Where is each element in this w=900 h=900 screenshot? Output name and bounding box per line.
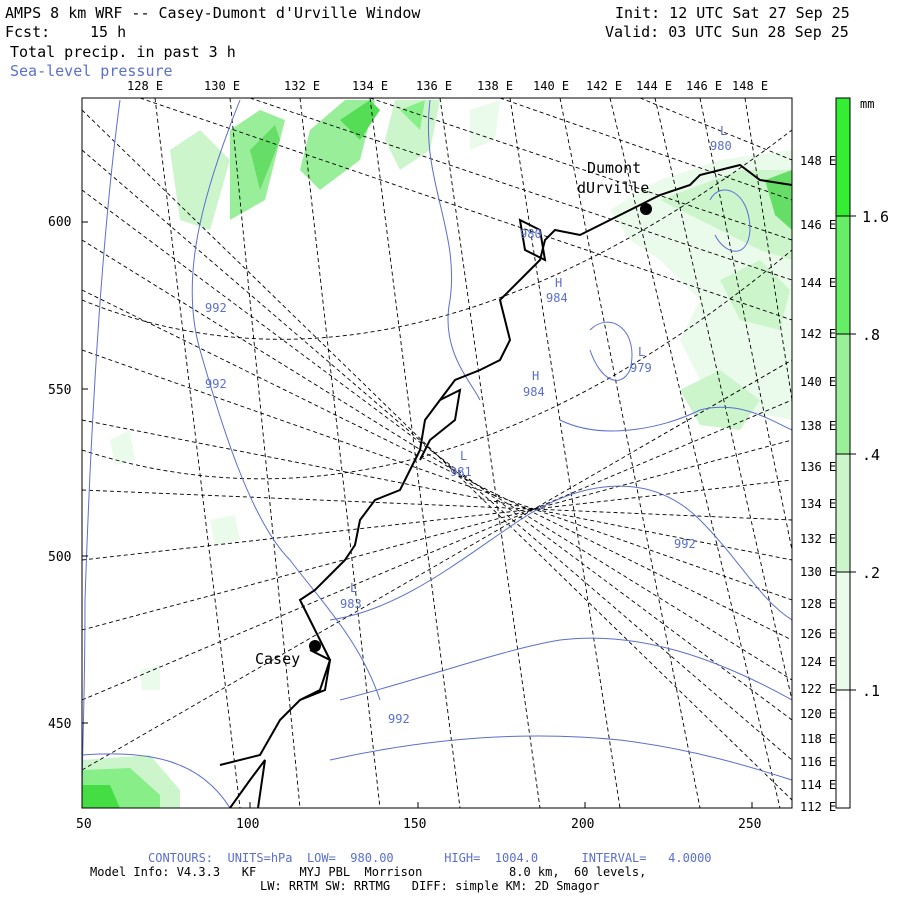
lon-label: 148 E — [732, 79, 768, 93]
casey-station-marker — [309, 640, 321, 652]
field-label: Total precip. in past 3 h — [10, 43, 236, 61]
pressure-value: 983 — [340, 597, 362, 611]
pressure-value: 992 — [674, 537, 696, 551]
contour-info: CONTOURS: UNITS=hPa LOW= 980.00 HIGH= 10… — [148, 851, 712, 865]
x-tick-label: 50 — [76, 817, 92, 832]
lon-label: 134 E — [352, 79, 388, 93]
lon-label: 128 E — [127, 79, 163, 93]
dumont-label-line2: dUrville — [577, 179, 649, 197]
y-tick-label: 550 — [48, 383, 71, 398]
x-tick-label: 250 — [738, 817, 761, 832]
x-axis-ticks — [249, 802, 753, 808]
y-tick-label: 500 — [48, 550, 71, 565]
lon-label: 130 E — [204, 79, 240, 93]
lon-label: 142 E — [586, 79, 622, 93]
colorbar-label: .8 — [862, 326, 880, 344]
pressure-value: 992 — [205, 377, 227, 391]
model-info: Model Info: V4.3.3 KF MYJ PBL Morrison 8… — [90, 865, 647, 879]
lon-label: 136 E — [416, 79, 452, 93]
precip-colorbar: mm 1.6 .8 .4 .2 .1 — [835, 97, 889, 809]
pressure-value: 992 — [388, 712, 410, 726]
lon-label: 144 E — [800, 276, 836, 290]
y-axis-ticks — [82, 221, 88, 724]
lon-label: 132 E — [800, 532, 836, 546]
colorbar-swatch — [836, 454, 850, 572]
pressure-value: 979 — [630, 361, 652, 375]
latlon-grid — [82, 98, 792, 808]
slp-contours — [82, 99, 792, 808]
pressure-kind: H — [532, 369, 539, 383]
lon-label: 138 E — [800, 419, 836, 433]
lon-label: 118 E — [800, 732, 836, 746]
pressure-kind: L — [720, 124, 727, 138]
forecast-label: Fcst: — [5, 23, 51, 41]
casey-label: Casey — [255, 650, 300, 668]
colorbar-swatch — [836, 216, 850, 334]
y-tick-label: 600 — [48, 215, 71, 230]
y-tick-label: 450 — [48, 717, 71, 732]
colorbar-label: .1 — [862, 682, 880, 700]
map-title: AMPS 8 km WRF -- Casey-Dumont d'Urville … — [5, 4, 421, 22]
lon-label: 144 E — [636, 79, 672, 93]
colorbar-label: .4 — [862, 446, 880, 464]
lon-label: 112 E — [800, 800, 836, 814]
pressure-kind: H — [555, 276, 562, 290]
forecast-hour: 15 h — [90, 23, 127, 41]
pressure-value: 981 — [450, 465, 472, 479]
colorbar-label: 1.6 — [862, 208, 889, 226]
lon-label: 136 E — [800, 460, 836, 474]
pressure-value: 984 — [546, 291, 568, 305]
lon-label: 126 E — [800, 627, 836, 641]
lon-label: 134 E — [800, 497, 836, 511]
pressure-value: 984 — [523, 385, 545, 399]
colorbar-swatch — [836, 334, 850, 454]
lon-label: 122 E — [800, 682, 836, 696]
top-longitude-labels: 128 E 130 E 132 E 134 E 136 E 138 E 140 … — [127, 79, 768, 93]
colorbar-swatch — [836, 572, 850, 690]
x-tick-label: 200 — [571, 817, 594, 832]
lon-label: 124 E — [800, 655, 836, 669]
lon-label: 146 E — [686, 79, 722, 93]
pressure-kind: L — [460, 449, 467, 463]
colorbar-unit: mm — [860, 97, 874, 111]
pressure-kind: L — [638, 345, 645, 359]
colorbar-swatch — [836, 690, 850, 808]
lon-label: 138 E — [477, 79, 513, 93]
pressure-labels: L 980 980 H 984 H 984 L 979 L 981 L 983 … — [205, 124, 732, 726]
pressure-value: 980 — [520, 227, 542, 241]
pressure-value: 992 — [205, 301, 227, 315]
lon-label: 116 E — [800, 755, 836, 769]
precip-field — [82, 100, 792, 808]
lon-label: 120 E — [800, 707, 836, 721]
dumont-label-line1: Dumont — [587, 159, 641, 177]
lon-label: 130 E — [800, 565, 836, 579]
coastline — [219, 163, 792, 808]
lon-label: 140 E — [800, 375, 836, 389]
lon-label: 114 E — [800, 778, 836, 792]
x-tick-label: 150 — [403, 817, 426, 832]
plot-frame — [81, 97, 793, 809]
pressure-value: 980 — [710, 139, 732, 153]
pressure-kind: L — [350, 581, 357, 595]
x-tick-label: 100 — [236, 817, 259, 832]
colorbar-swatch — [836, 98, 850, 216]
lon-label: 140 E — [533, 79, 569, 93]
y-axis-labels: 600 550 500 450 — [48, 215, 71, 732]
x-axis-labels: 50 100 150 200 250 — [76, 817, 761, 832]
right-longitude-labels: 148 E 146 E 144 E 142 E 140 E 138 E 136 … — [800, 154, 836, 814]
physics-info: LW: RRTM SW: RRTMG DIFF: simple KM: 2D S… — [260, 879, 600, 893]
colorbar-label: .2 — [862, 564, 880, 582]
dumont-durville-station-marker — [640, 203, 652, 215]
init-time: Init: 12 UTC Sat 27 Sep 25 — [615, 4, 850, 22]
lon-label: 142 E — [800, 327, 836, 341]
lon-label: 146 E — [800, 218, 836, 232]
lon-label: 148 E — [800, 154, 836, 168]
valid-time: Valid: 03 UTC Sun 28 Sep 25 — [605, 23, 849, 41]
lon-label: 132 E — [284, 79, 320, 93]
overlay-label: Sea-level pressure — [10, 62, 173, 80]
lon-label: 128 E — [800, 597, 836, 611]
